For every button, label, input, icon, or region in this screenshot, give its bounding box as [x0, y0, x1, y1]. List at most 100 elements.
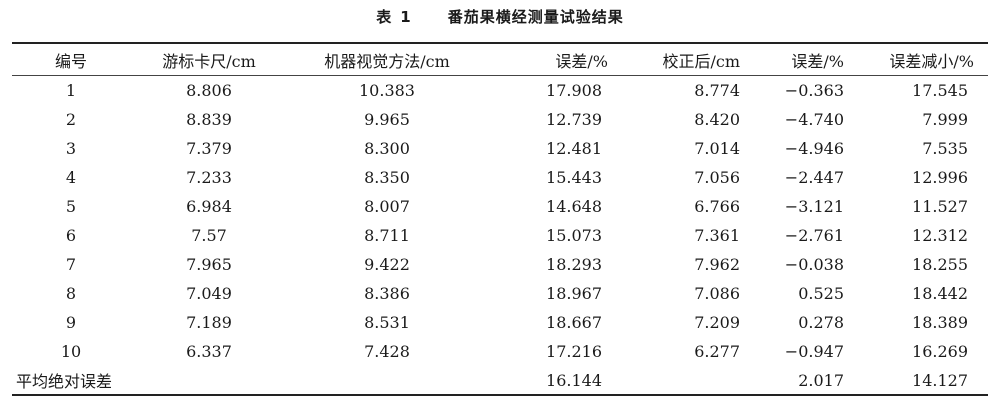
summary-reduction: 14.127	[912, 370, 968, 390]
cell-error: 18.667	[546, 313, 602, 332]
table-header: 编号 游标卡尺/cm 机器视觉方法/cm 误差/% 校正后/cm 误差/% 误差…	[12, 43, 988, 76]
cell-id: 5	[65, 197, 77, 216]
header-error: 误差/%	[555, 51, 608, 71]
cell-machine-vision: 7.428	[364, 342, 410, 361]
cell-id: 2	[65, 110, 77, 129]
cell-corrected-error: 0.525	[798, 284, 844, 303]
cell-error-reduction: 17.545	[912, 81, 968, 100]
cell-corrected: 8.420	[694, 110, 740, 129]
summary-error-after: 2.017	[798, 370, 844, 390]
cell-error-reduction: 12.312	[912, 226, 968, 245]
cell-machine-vision: 10.383	[359, 81, 415, 100]
cell-caliper: 6.337	[186, 342, 232, 361]
table-caption: 表 1 番茄果横经测量试验结果	[0, 6, 1000, 27]
cell-caliper: 6.984	[186, 197, 232, 216]
cell-caliper: 8.839	[186, 110, 232, 129]
cell-error: 15.073	[546, 226, 602, 245]
header-id: 编号	[54, 51, 87, 71]
cell-caliper: 7.57	[191, 226, 227, 245]
cell-corrected: 7.962	[694, 255, 740, 274]
cell-corrected-error: −0.947	[784, 342, 844, 361]
cell-error: 18.293	[546, 255, 602, 274]
table-row: 6 7.57 8.711 15.073 7.361 −2.761 12.312	[12, 221, 988, 250]
cell-corrected: 6.766	[694, 197, 740, 216]
cell-caliper: 7.049	[186, 284, 232, 303]
cell-id: 1	[65, 81, 77, 100]
cell-error-reduction: 7.999	[922, 110, 968, 129]
cell-corrected-error: −4.740	[784, 110, 844, 129]
table-row: 8 7.049 8.386 18.967 7.086 0.525 18.442	[12, 279, 988, 308]
summary-row: 平均绝对误差 16.144 2.017 14.127	[12, 366, 988, 395]
table-row: 9 7.189 8.531 18.667 7.209 0.278 18.389	[12, 308, 988, 337]
cell-caliper: 7.189	[186, 313, 232, 332]
cell-error: 14.648	[546, 197, 602, 216]
cell-machine-vision: 8.007	[364, 197, 410, 216]
cell-error-reduction: 7.535	[922, 139, 968, 158]
cell-machine-vision: 8.386	[364, 284, 410, 303]
cell-id: 3	[65, 139, 77, 158]
table-body: 1 8.806 10.383 17.908 8.774 −0.363 17.545 2 8.83…	[12, 76, 988, 395]
cell-corrected-error: −0.038	[784, 255, 844, 274]
cell-id: 6	[65, 226, 77, 245]
cell-error: 17.908	[546, 81, 602, 100]
cell-error: 12.481	[546, 139, 602, 158]
header-caliper: 游标卡尺/cm	[162, 51, 256, 71]
summary-error-before: 16.144	[546, 370, 602, 390]
results-table: 编号 游标卡尺/cm 机器视觉方法/cm 误差/% 校正后/cm 误差/% 误差…	[12, 42, 988, 396]
cell-caliper: 8.806	[186, 81, 232, 100]
cell-error-reduction: 18.255	[912, 255, 968, 274]
cell-id: 10	[60, 342, 82, 361]
cell-corrected-error: −0.363	[784, 81, 844, 100]
cell-corrected: 7.209	[694, 313, 740, 332]
table-row: 5 6.984 8.007 14.648 6.766 −3.121 11.527	[12, 192, 988, 221]
cell-error-reduction: 12.996	[912, 168, 968, 187]
cell-id: 7	[65, 255, 77, 274]
cell-corrected: 8.774	[694, 81, 740, 100]
cell-id: 8	[65, 284, 77, 303]
cell-corrected: 7.086	[694, 284, 740, 303]
cell-corrected-error: 0.278	[798, 313, 844, 332]
cell-machine-vision: 8.300	[364, 139, 410, 158]
header-row: 编号 游标卡尺/cm 机器视觉方法/cm 误差/% 校正后/cm 误差/% 误差…	[12, 43, 988, 76]
cell-error: 15.443	[546, 168, 602, 187]
cell-id: 4	[65, 168, 77, 187]
cell-corrected-error: −2.447	[784, 168, 844, 187]
cell-corrected-error: −4.946	[784, 139, 844, 158]
cell-error: 17.216	[546, 342, 602, 361]
header-corrected: 校正后/cm	[662, 51, 740, 71]
cell-error-reduction: 18.442	[912, 284, 968, 303]
cell-machine-vision: 9.965	[364, 110, 410, 129]
cell-error-reduction: 18.389	[912, 313, 968, 332]
table-row: 4 7.233 8.350 15.443 7.056 −2.447 12.996	[12, 163, 988, 192]
cell-machine-vision: 8.711	[364, 226, 410, 245]
cell-error-reduction: 16.269	[912, 342, 968, 361]
summary-empty	[636, 366, 756, 395]
cell-corrected-error: −2.761	[784, 226, 844, 245]
cell-corrected: 7.014	[694, 139, 740, 158]
cell-corrected-error: −3.121	[784, 197, 844, 216]
cell-error: 18.967	[546, 284, 602, 303]
table-row: 1 8.806 10.383 17.908 8.774 −0.363 17.545	[12, 76, 988, 106]
caption-number: 1	[400, 8, 412, 26]
table-row: 3 7.379 8.300 12.481 7.014 −4.946 7.535	[12, 134, 988, 163]
cell-machine-vision: 9.422	[364, 255, 410, 274]
summary-label: 平均绝对误差	[16, 372, 113, 391]
cell-id: 9	[65, 313, 77, 332]
header-error-reduction: 误差减小/%	[889, 51, 974, 71]
cell-corrected: 6.277	[694, 342, 740, 361]
caption-title: 番茄果横经测量试验结果	[447, 8, 624, 26]
caption-label: 表	[376, 8, 393, 26]
table-row: 7 7.965 9.422 18.293 7.962 −0.038 18.255	[12, 250, 988, 279]
cell-corrected: 7.361	[694, 226, 740, 245]
cell-machine-vision: 8.350	[364, 168, 410, 187]
table-row: 10 6.337 7.428 17.216 6.277 −0.947 16.269	[12, 337, 988, 366]
cell-error-reduction: 11.527	[912, 197, 968, 216]
header-corrected-error: 误差/%	[791, 51, 844, 71]
cell-machine-vision: 8.531	[364, 313, 410, 332]
cell-error: 12.739	[546, 110, 602, 129]
cell-caliper: 7.965	[186, 255, 232, 274]
table-row: 2 8.839 9.965 12.739 8.420 −4.740 7.999	[12, 105, 988, 134]
cell-corrected: 7.056	[694, 168, 740, 187]
cell-caliper: 7.379	[186, 139, 232, 158]
